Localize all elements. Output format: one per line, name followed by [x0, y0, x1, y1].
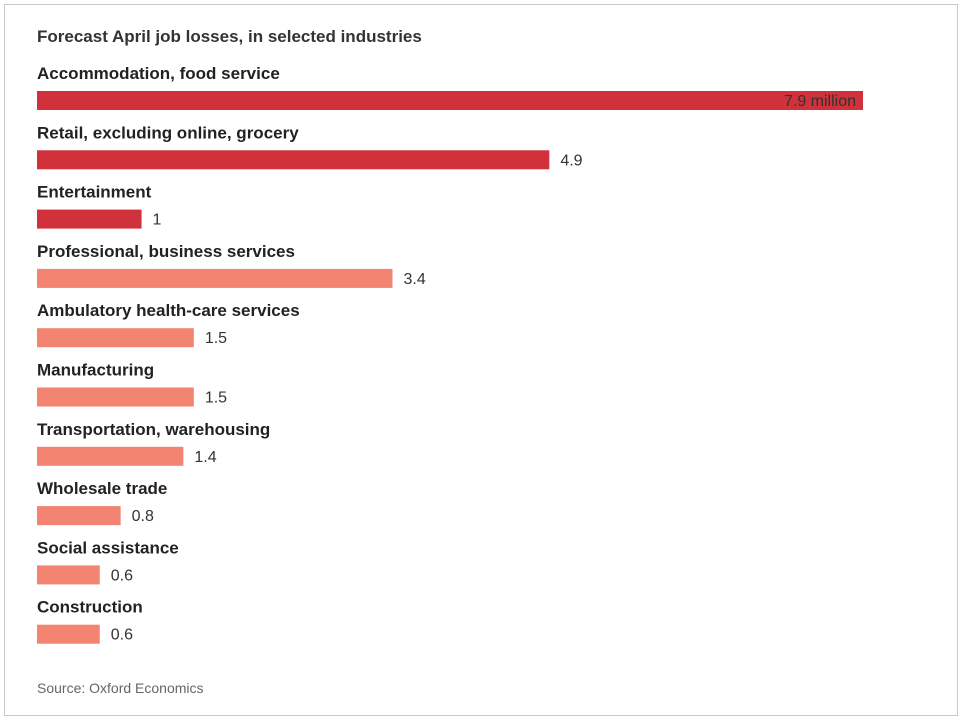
bar [37, 624, 100, 644]
bar [37, 565, 100, 585]
value-label: 1 [153, 212, 162, 229]
value-label: 7.9 million [784, 93, 856, 110]
value-label: 4.9 [560, 152, 582, 169]
category-label: Wholesale trade [37, 479, 167, 498]
chart-title: Forecast April job losses, in selected i… [37, 27, 422, 46]
value-label: 3.4 [403, 271, 425, 288]
value-label: 0.6 [111, 627, 133, 644]
category-label: Entertainment [37, 183, 152, 202]
category-label: Social assistance [37, 538, 179, 557]
bar [37, 150, 550, 170]
category-label: Ambulatory health-care services [37, 301, 300, 320]
bar [37, 506, 121, 526]
value-label: 0.6 [111, 567, 133, 584]
chart-frame [4, 4, 958, 716]
category-label: Retail, excluding online, grocery [37, 123, 299, 142]
chart-source: Source: Oxford Economics [37, 680, 204, 696]
value-label: 1.5 [205, 330, 227, 347]
category-label: Transportation, warehousing [37, 420, 270, 439]
bar [37, 446, 184, 466]
bar [37, 209, 142, 229]
category-label: Professional, business services [37, 242, 295, 261]
value-label: 1.5 [205, 390, 227, 407]
category-label: Accommodation, food service [37, 64, 280, 83]
category-label: Manufacturing [37, 361, 154, 380]
value-label: 1.4 [194, 449, 216, 466]
bar [37, 268, 393, 288]
bar [37, 387, 194, 407]
bar [37, 328, 194, 348]
category-label: Construction [37, 598, 143, 617]
value-label: 0.8 [132, 508, 154, 525]
bar [37, 91, 863, 110]
